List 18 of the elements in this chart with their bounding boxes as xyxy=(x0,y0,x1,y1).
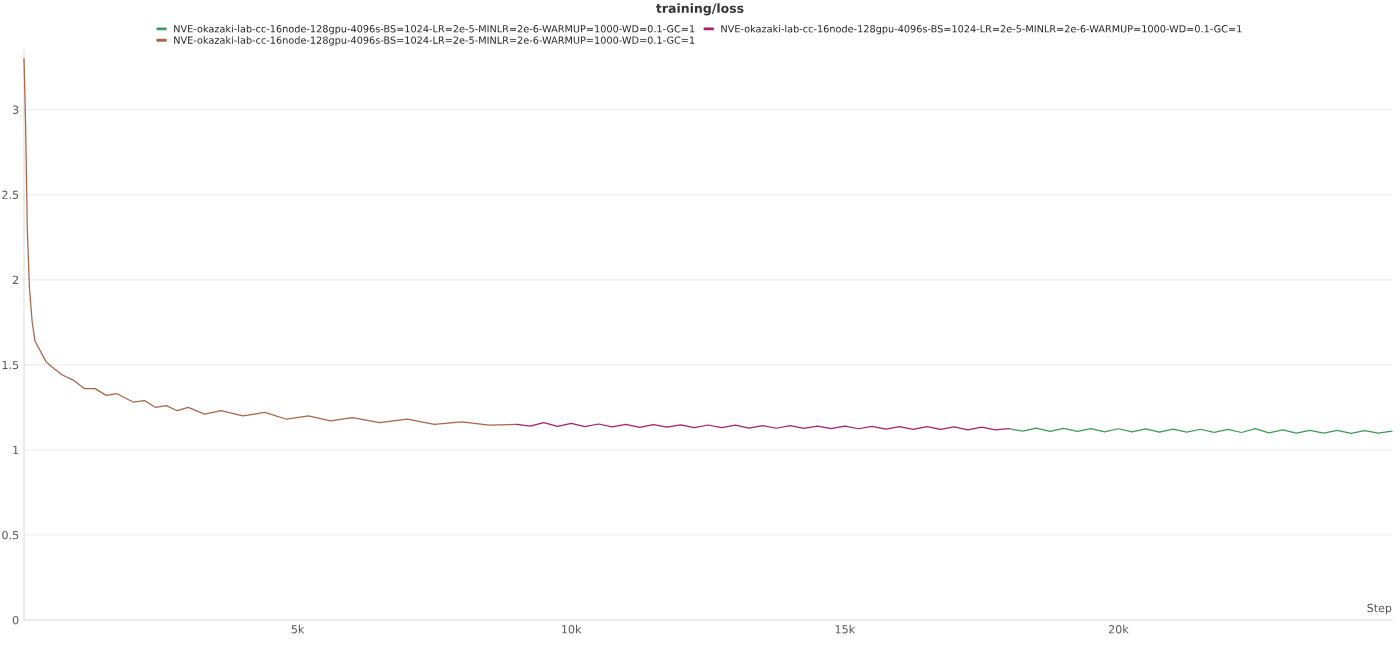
legend-label: NVE-okazaki-lab-cc-16node-128gpu-4096s-BS=1024-LR=2e-5-MINLR=2e-6-WARMUP=1000-WD=0.1-GC=1 xyxy=(721,24,1242,35)
line-series xyxy=(515,422,1010,431)
y-tick-label: 2 xyxy=(12,275,19,284)
x-tick-label: 10k xyxy=(562,624,582,634)
chart-title: training/loss xyxy=(656,3,744,16)
legend-label: NVE-okazaki-lab-cc-16node-128gpu-4096s-BS=1024-LR=2e-5-MINLR=2e-6-WARMUP=1000-WD=0.1-GC=1 xyxy=(174,36,695,46)
y-tick-label: 1 xyxy=(13,445,19,455)
x-tick-label: 20k xyxy=(1108,624,1129,634)
legend-label: NVE-okazaki-lab-cc-16node-128gpu-4096s-BS=1024-LR=2e-5-MINLR=2e-6-WARMUP=1000-WD=0.1-GC=1 xyxy=(174,24,695,35)
y-tick-label: 1.5 xyxy=(2,360,19,370)
x-tick-label: 15k xyxy=(835,624,856,634)
y-tick-label: 0.5 xyxy=(2,530,19,540)
x-tick-label: 5k xyxy=(291,624,305,634)
x-axis-title: Step xyxy=(1367,603,1392,615)
line-series xyxy=(23,57,518,426)
y-tick-label: 3 xyxy=(12,105,19,114)
y-tick-label: 2.5 xyxy=(2,190,19,200)
y-tick-label: 0 xyxy=(12,615,19,625)
